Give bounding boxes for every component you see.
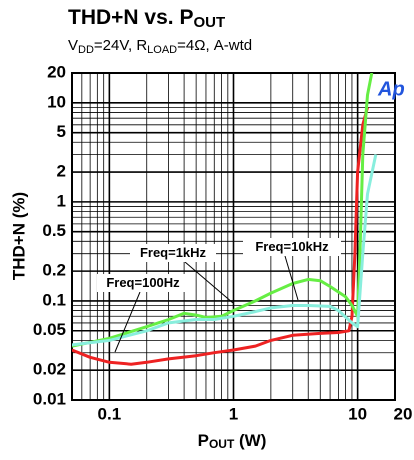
data-line xyxy=(72,107,369,366)
annotation-box xyxy=(97,274,189,292)
y-tick-label: 0.02 xyxy=(33,360,66,379)
x-tick-label: 1 xyxy=(229,404,238,423)
y-tick-label: 0.01 xyxy=(33,389,66,408)
data-line xyxy=(72,154,378,347)
y-tick-label: 5 xyxy=(57,122,66,141)
plot-border xyxy=(71,72,396,401)
annotation-leader xyxy=(284,255,299,301)
annotation: Freq=10kHz xyxy=(255,239,329,254)
annotation: Freq=1kHz xyxy=(140,245,207,260)
y-tick-label: 0.5 xyxy=(42,221,66,240)
y-tick-label: 20 xyxy=(47,62,66,81)
chart-title: THD+N vs. POUT xyxy=(68,6,225,31)
x-tick-label: 10 xyxy=(348,404,367,423)
plot-area xyxy=(72,73,378,366)
logo: Ap xyxy=(377,78,405,100)
y-tick-label: 10 xyxy=(47,92,66,111)
data-line xyxy=(72,73,374,348)
x-tick-label: 20 xyxy=(394,404,413,423)
annotation-box xyxy=(130,244,216,262)
annotation-box xyxy=(243,238,341,256)
y-axis-label: THD+N (%) xyxy=(9,192,28,280)
annotation-leader xyxy=(114,291,141,353)
x-tick-label: 0.1 xyxy=(98,404,122,423)
annotation-leader xyxy=(184,261,234,304)
y-tick-label: 0.05 xyxy=(33,320,66,339)
y-tick-label: 0.1 xyxy=(42,290,66,309)
y-tick-label: 2 xyxy=(57,162,66,181)
y-tick-label: 0.2 xyxy=(42,261,66,280)
annotation: Freq=100Hz xyxy=(106,275,180,290)
y-tick-label: 1 xyxy=(57,191,66,210)
x-axis-label: POUT (W) xyxy=(198,431,267,451)
chart-subtitle: VDD=24V, RLOAD=4Ω, A-wtd xyxy=(68,37,252,56)
